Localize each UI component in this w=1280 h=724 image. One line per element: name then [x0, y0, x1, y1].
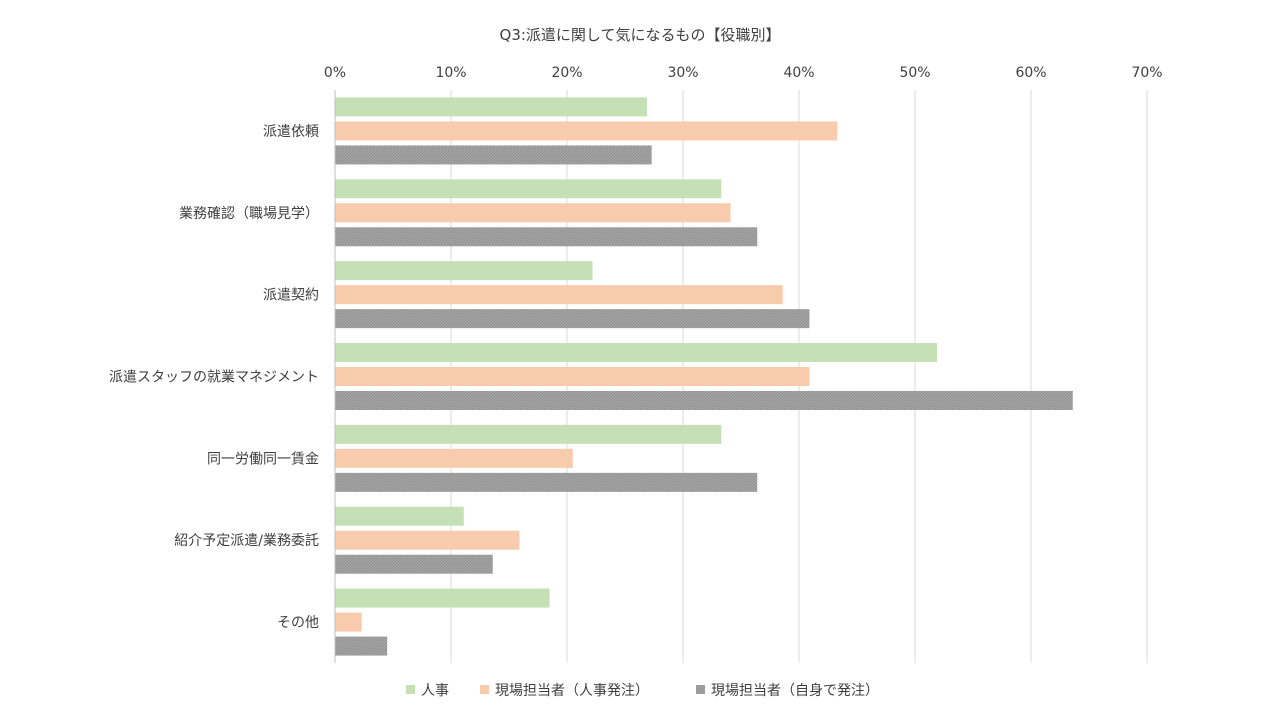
bar-1-5: [335, 424, 722, 444]
category-label: 業務確認（職場見学）: [179, 206, 319, 222]
legend-label: 現場担当者（人事発注）: [495, 683, 649, 699]
bars: [335, 97, 1073, 656]
bar-3-5: [335, 472, 758, 492]
bar-1-6: [335, 506, 464, 526]
x-tick-label: 50%: [899, 65, 930, 81]
category-label: 派遣依頼: [263, 124, 319, 140]
bar-1-3: [335, 261, 593, 281]
bar-2-4: [335, 367, 810, 386]
x-tick-label: 60%: [1015, 65, 1046, 81]
bar-3-4: [335, 391, 1073, 410]
bar-2-6: [335, 530, 520, 550]
bar-3-3: [335, 309, 810, 329]
x-tick-label: 20%: [551, 65, 582, 81]
bar-3-7: [335, 636, 388, 656]
bar-2-5: [335, 448, 573, 468]
chart-title: Q3:派遣に関して気になるもの【役職別】: [500, 26, 781, 44]
legend-swatch: [696, 685, 705, 694]
bar-3-1: [335, 145, 652, 165]
x-tick-label: 70%: [1131, 65, 1162, 81]
legend-swatch: [480, 685, 489, 694]
x-axis-ticks: 0% 10% 20% 30% 40% 50% 60% 70%: [324, 65, 1163, 81]
legend: 人事 現場担当者（人事発注） 現場担当者（自身で発注）: [406, 683, 879, 699]
legend-swatch: [406, 685, 415, 694]
bar-1-1: [335, 97, 648, 117]
category-label: 派遣スタッフの就業マネジメント: [109, 370, 319, 386]
bar-2-2: [335, 203, 731, 223]
category-label: その他: [277, 615, 319, 631]
x-tick-label: 0%: [324, 65, 346, 81]
legend-label: 現場担当者（自身で発注）: [711, 683, 879, 699]
category-label: 同一労働同一賃金: [207, 451, 319, 467]
bar-1-4: [335, 343, 938, 362]
bar-2-3: [335, 285, 783, 305]
legend-label: 人事: [421, 683, 449, 699]
x-tick-label: 40%: [783, 65, 814, 81]
category-label: 派遣契約: [263, 288, 319, 304]
bar-2-1: [335, 121, 838, 141]
bar-1-2: [335, 179, 722, 199]
bar-2-7: [335, 612, 362, 632]
bar-1-7: [335, 588, 550, 608]
x-tick-label: 10%: [435, 65, 466, 81]
x-tick-label: 30%: [667, 65, 698, 81]
bar-3-2: [335, 227, 758, 247]
bar-3-6: [335, 554, 493, 574]
category-label: 紹介予定派遣/業務委託: [174, 533, 319, 549]
